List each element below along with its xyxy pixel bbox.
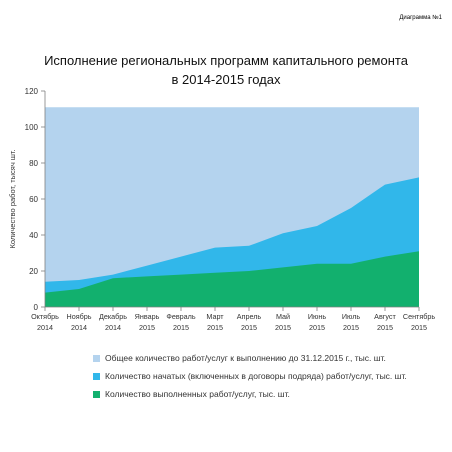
- legend-item-started: Количество начатых (включенных в договор…: [93, 367, 423, 385]
- y-tick-label-120: 120: [25, 87, 39, 96]
- x-tick-label-6: Апрель 2015: [237, 312, 262, 332]
- y-tick-label-20: 20: [29, 267, 38, 276]
- x-tick-label-10: Август 2015: [374, 312, 396, 332]
- chart-title-line-1: Исполнение региональных программ капитал…: [44, 53, 408, 68]
- legend-item-completed: Количество выполненных работ/услуг, тыс.…: [93, 385, 423, 403]
- legend-label-total: Общее количество работ/услуг к выполнени…: [105, 353, 386, 363]
- x-tick-label-0: Октябрь 2014: [31, 312, 59, 332]
- legend-swatch-completed: [93, 390, 100, 398]
- x-tick-label-9: Июль 2015: [342, 312, 361, 332]
- x-tick-label-11: Сентябрь 2015: [403, 312, 435, 332]
- x-tick-label-month-8: Июнь: [308, 312, 327, 321]
- x-tick-label-month-3: Январь: [135, 312, 160, 321]
- legend-swatch-total: [93, 354, 100, 362]
- x-tick-label-year-3: 2015: [139, 323, 155, 332]
- x-tick-label-month-4: Февраль: [166, 312, 195, 321]
- x-tick-label-year-2: 2014: [105, 323, 121, 332]
- y-tick-label-40: 40: [29, 231, 38, 240]
- chart-legend: Общее количество работ/услуг к выполнени…: [93, 349, 423, 403]
- x-tick-label-month-2: Декабрь: [99, 312, 127, 321]
- y-tick-label-60: 60: [29, 195, 38, 204]
- chart-title-line-2: в 2014-2015 годах: [171, 72, 281, 87]
- x-tick-label-month-7: Май: [276, 312, 290, 321]
- x-tick-label-year-5: 2015: [207, 323, 223, 332]
- x-tick-label-2: Декабрь 2014: [99, 312, 127, 332]
- x-tick-label-year-8: 2015: [309, 323, 325, 332]
- x-tick-label-year-0: 2014: [37, 323, 53, 332]
- y-tick-label-0: 0: [34, 303, 39, 312]
- legend-item-total: Общее количество работ/услуг к выполнени…: [93, 349, 423, 367]
- y-axis-title: Количество работ, тысяч шт.: [8, 149, 17, 248]
- legend-label-completed: Количество выполненных работ/услуг, тыс.…: [105, 389, 290, 399]
- x-tick-label-3: Январь 2015: [135, 312, 160, 332]
- x-tick-label-year-9: 2015: [343, 323, 359, 332]
- x-tick-label-year-10: 2015: [377, 323, 393, 332]
- legend-swatch-started: [93, 372, 100, 380]
- legend-label-started: Количество начатых (включенных в договор…: [105, 371, 407, 381]
- x-tick-label-month-11: Сентябрь: [403, 312, 435, 321]
- y-tick-label-80: 80: [29, 159, 38, 168]
- x-tick-label-month-0: Октябрь: [31, 312, 59, 321]
- x-tick-label-year-6: 2015: [241, 323, 257, 332]
- x-tick-label-year-11: 2015: [411, 323, 427, 332]
- x-tick-label-1: Ноябрь 2014: [67, 312, 92, 332]
- x-tick-label-month-6: Апрель: [237, 312, 262, 321]
- figure-label: Диаграмма №1: [399, 15, 442, 21]
- x-tick-label-month-1: Ноябрь: [67, 312, 92, 321]
- x-tick-label-8: Июнь 2015: [308, 312, 327, 332]
- y-tick-label-100: 100: [25, 123, 39, 132]
- x-tick-label-5: Март 2015: [206, 312, 224, 332]
- area-series-completed: [45, 251, 419, 307]
- chart-title: Исполнение региональных программ капитал…: [0, 51, 452, 89]
- x-tick-label-year-7: 2015: [275, 323, 291, 332]
- x-tick-label-7: Май 2015: [275, 312, 291, 332]
- x-tick-label-month-10: Август: [374, 312, 396, 321]
- x-tick-label-year-1: 2014: [71, 323, 87, 332]
- x-tick-label-4: Февраль 2015: [166, 312, 195, 332]
- x-tick-label-month-5: Март: [206, 312, 224, 321]
- x-tick-label-month-9: Июль: [342, 312, 361, 321]
- x-tick-label-year-4: 2015: [173, 323, 189, 332]
